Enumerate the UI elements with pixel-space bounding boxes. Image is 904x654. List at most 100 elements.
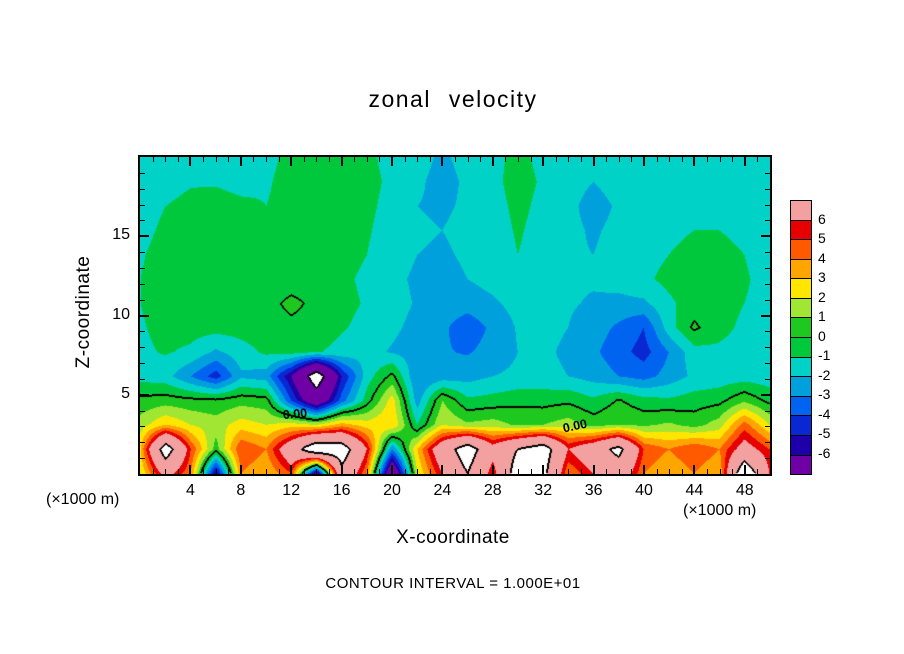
chart-title: zonal velocity: [368, 86, 538, 112]
x-tick-bottom: [165, 469, 166, 474]
x-tick-bottom: [631, 469, 632, 474]
z-tick-right: [765, 458, 770, 459]
x-tick-bottom: [669, 469, 670, 474]
x-tick-bottom: [744, 465, 746, 474]
x-tick-bottom: [531, 469, 532, 474]
z-tick-right: [765, 284, 770, 285]
z-tick-right: [765, 363, 770, 364]
x-tick-top: [417, 157, 418, 162]
x-tick-label: 8: [236, 482, 246, 499]
z-tick-left: [140, 363, 145, 364]
zero-contour-label: 0.00: [282, 405, 308, 422]
colorbar-label: -6: [818, 444, 831, 461]
z-tick-right: [765, 379, 770, 380]
x-tick-label: 28: [483, 482, 502, 499]
x-tick-top: [720, 157, 721, 162]
x-tick-top: [367, 157, 368, 162]
x-tick-bottom: [391, 465, 393, 474]
x-tick-top: [405, 157, 406, 162]
x-tick-top: [391, 157, 393, 166]
x-tick-bottom: [430, 469, 431, 474]
colorbar-cell: [791, 220, 811, 241]
z-tick-label: 10: [112, 305, 130, 323]
colorbar-cell: [791, 416, 811, 436]
x-tick-top: [631, 157, 632, 162]
colorbar-cell: [791, 338, 811, 358]
z-tick-left: [140, 300, 145, 301]
x-tick-top: [619, 157, 620, 162]
x-tick-bottom: [480, 469, 481, 474]
z-tick-right: [765, 331, 770, 332]
plot-area: 4 8 12 16 20 24 28 32 36 40 44 48 5 10 15 0.00 0.00: [112, 155, 772, 499]
x-tick-top: [341, 157, 343, 166]
colorbar-label: 3: [818, 269, 826, 285]
x-tick-top: [518, 157, 519, 162]
colorbar-cell: [791, 455, 811, 475]
colorbar-label: -4: [818, 405, 831, 422]
x-tick-bottom: [643, 465, 645, 474]
x-tick-bottom: [216, 469, 217, 474]
x-tick-top: [606, 157, 607, 162]
x-tick-top: [189, 157, 191, 166]
z-tick-right: [765, 205, 770, 206]
x-tick-bottom: [228, 469, 229, 474]
x-tick-top: [455, 157, 456, 162]
z-tick-left: [140, 442, 145, 443]
x-tick-label: 44: [685, 482, 704, 499]
x-tick-label: 40: [635, 482, 653, 499]
x-tick-bottom: [757, 469, 758, 474]
colorbar-label: 4: [818, 249, 826, 266]
x-tick-bottom: [606, 469, 607, 474]
z-tick-left: [140, 189, 145, 190]
z-tick-right: [765, 189, 770, 190]
z-tick-left: [140, 379, 145, 380]
x-tick-top: [593, 157, 595, 166]
z-tick-right: [761, 235, 770, 237]
z-tick-label: 5: [121, 384, 130, 402]
colorbar-cell: [791, 201, 811, 221]
x-tick-bottom: [568, 469, 569, 474]
z-tick-right: [765, 173, 770, 174]
colorbar-cell: [791, 377, 811, 397]
x-tick-top: [531, 157, 532, 162]
x-tick-bottom: [505, 469, 506, 474]
z-tick-right: [765, 442, 770, 443]
x-tick-bottom: [379, 469, 380, 474]
colorbar-cell: [791, 435, 811, 456]
x-unit-right-label: (×1000 m): [683, 502, 757, 519]
contour-field-canvas: [140, 157, 770, 474]
z-tick-left: [140, 315, 149, 317]
x-tick-top: [266, 157, 267, 162]
z-tick-right: [765, 300, 770, 301]
colorbar-cell: [791, 318, 811, 339]
x-tick-bottom: [203, 469, 204, 474]
x-tick-top: [379, 157, 380, 162]
x-tick-top: [430, 157, 431, 162]
x-tick-bottom: [468, 469, 469, 474]
x-tick-top: [682, 157, 683, 162]
z-tick-right: [765, 252, 770, 253]
x-tick-bottom: [417, 469, 418, 474]
x-tick-top: [316, 157, 317, 162]
colorbar-cell: [791, 259, 811, 280]
z-tick-left: [140, 284, 145, 285]
x-tick-bottom: [619, 469, 620, 474]
z-tick-left: [140, 458, 145, 459]
colorbar-label: 6: [818, 210, 826, 227]
colorbar-cell: [791, 298, 811, 319]
x-tick-label: 32: [534, 482, 553, 499]
x-tick-bottom: [707, 469, 708, 474]
x-tick-bottom: [581, 469, 582, 474]
x-tick-bottom: [253, 469, 254, 474]
x-tick-bottom: [367, 469, 368, 474]
x-tick-label: 20: [383, 482, 401, 499]
colorbar: [790, 200, 812, 475]
x-tick-bottom: [153, 469, 154, 474]
x-tick-top: [165, 157, 166, 162]
z-tick-left: [140, 426, 145, 427]
x-tick-bottom: [189, 465, 191, 474]
x-tick-bottom: [329, 469, 330, 474]
x-tick-top: [643, 157, 645, 166]
x-tick-label: 48: [735, 482, 754, 499]
